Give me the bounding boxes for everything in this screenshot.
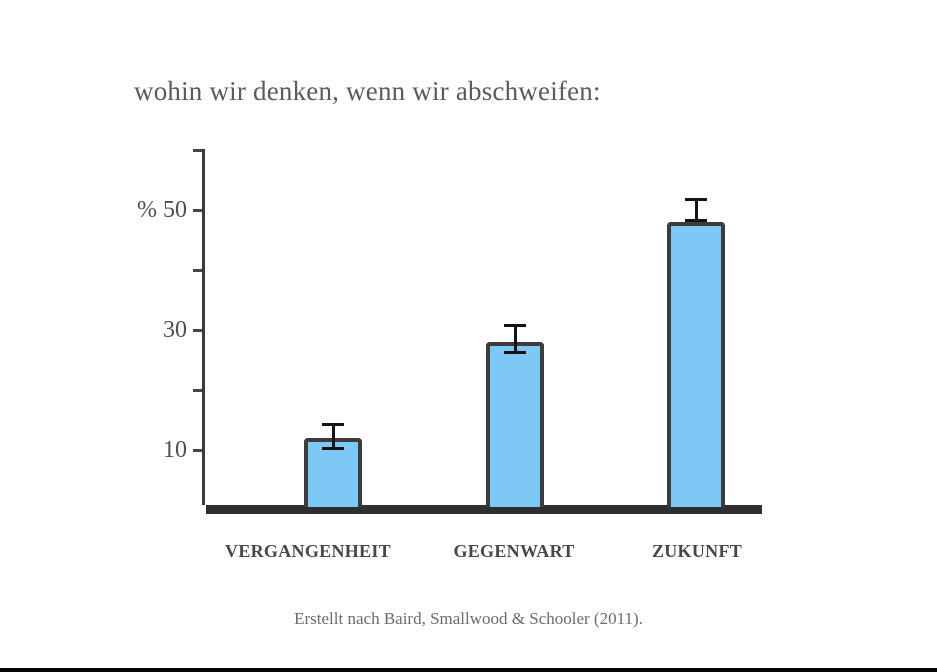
- error-bar-stem: [694, 198, 698, 222]
- y-axis-tick-label: 30: [163, 317, 187, 343]
- y-axis-tick: [193, 209, 202, 212]
- x-axis-line: [206, 505, 762, 514]
- error-bar-stem: [331, 423, 335, 450]
- bar-gegenwart: [486, 342, 544, 507]
- bottom-letterbox: [0, 668, 937, 672]
- chart-title: wohin wir denken, wenn wir abschweifen:: [134, 76, 601, 106]
- source-caption: Erstellt nach Baird, Smallwood & Schoole…: [294, 609, 643, 628]
- error-bar-bottom-cap: [504, 351, 526, 354]
- y-axis-tick-label: % 50: [137, 197, 187, 223]
- error-bar-stem: [513, 324, 517, 354]
- x-axis-label-zukunft: ZUKUNFT: [651, 541, 743, 561]
- bar-zukunft: [667, 222, 725, 507]
- y-axis-tick-label: 10: [163, 437, 187, 463]
- y-axis-tick: [193, 149, 202, 152]
- error-bar: [685, 198, 707, 222]
- error-bar: [322, 423, 344, 450]
- y-axis-tick: [193, 329, 202, 332]
- y-axis-tick: [193, 449, 202, 452]
- y-axis-tick: [193, 389, 202, 392]
- x-axis-label-gegenwart: GEGENWART: [453, 541, 575, 561]
- error-bar-bottom-cap: [322, 447, 344, 450]
- y-axis-tick: [193, 269, 202, 272]
- error-bar: [504, 324, 526, 354]
- error-bar-bottom-cap: [685, 219, 707, 222]
- y-axis-line: [202, 149, 205, 505]
- x-axis-label-vergangenheit: VERGANGENHEIT: [225, 541, 391, 561]
